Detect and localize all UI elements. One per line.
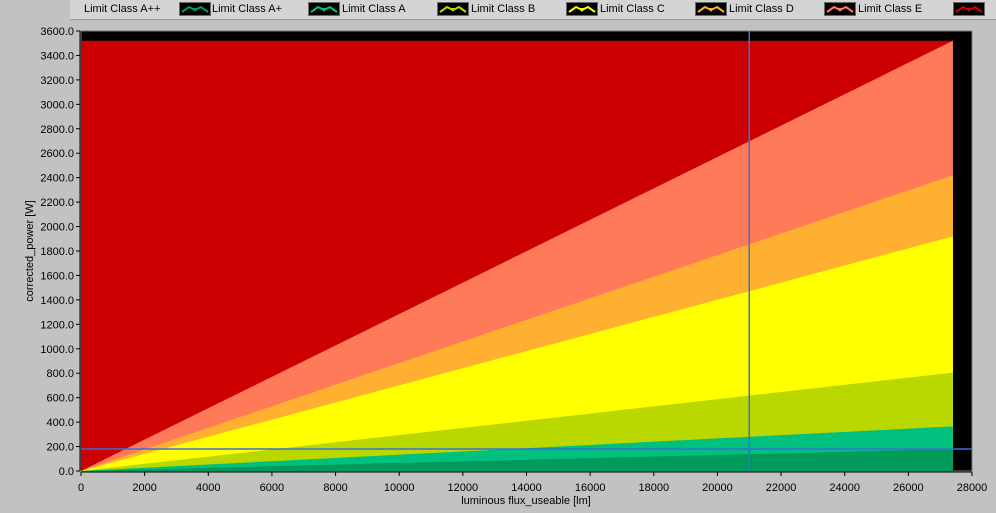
- legend-swatch[interactable]: [566, 2, 598, 16]
- x-axis-label: luminous flux_useable [lm]: [461, 495, 591, 507]
- y-tick-label: 2400.0: [40, 173, 74, 185]
- legend-label: Limit Class A: [342, 3, 406, 15]
- legend-swatch[interactable]: [953, 2, 985, 16]
- legend-swatch[interactable]: [824, 2, 856, 16]
- y-tick-label: 0.0: [59, 466, 74, 478]
- legend: Limit Class A++ Limit Class A+ Limit Class…: [70, 0, 996, 20]
- legend-swatch[interactable]: [437, 2, 469, 16]
- cursor: [81, 31, 972, 471]
- y-tick-label: 3600.0: [40, 26, 74, 38]
- y-tick-label: 2000.0: [40, 222, 74, 234]
- y-tick-label: 3400.0: [40, 50, 74, 62]
- x-tick-label: 26000: [893, 482, 924, 494]
- legend-swatch[interactable]: [695, 2, 727, 16]
- x-tick-label: 28000: [957, 482, 988, 494]
- y-tick-label: 800.0: [46, 368, 74, 380]
- x-tick-label: 20000: [702, 482, 733, 494]
- legend-swatch[interactable]: [179, 2, 211, 16]
- x-tick-label: 24000: [829, 482, 860, 494]
- y-tick-label: 400.0: [46, 417, 74, 429]
- legend-label: Limit Class B: [471, 3, 536, 15]
- y-tick-label: 1800.0: [40, 246, 74, 258]
- y-axis-label: corrected_power [W]: [24, 200, 36, 301]
- y-tick-label: 2800.0: [40, 124, 74, 136]
- y-tick-label: 600.0: [46, 393, 74, 405]
- legend-label: Limit Class A+: [212, 3, 282, 15]
- series-areas: [81, 40, 953, 472]
- legend-label: Limit Class C: [600, 3, 665, 15]
- x-tick-label: 12000: [448, 482, 479, 494]
- x-tick-label: 18000: [638, 482, 669, 494]
- legend-label: Limit Class E: [858, 3, 923, 15]
- legend-swatch[interactable]: [308, 2, 340, 16]
- y-tick-label: 1400.0: [40, 295, 74, 307]
- x-tick-label: 8000: [323, 482, 347, 494]
- legend-label: Limit Class D: [729, 3, 794, 15]
- area-limit-class-a-: [81, 449, 953, 471]
- x-tick-label: 22000: [766, 482, 797, 494]
- y-tick-label: 2200.0: [40, 197, 74, 209]
- y-tick-label: 3200.0: [40, 75, 74, 87]
- x-tick-label: 0: [78, 482, 84, 494]
- y-tick-label: 200.0: [46, 442, 74, 454]
- y-tick-label: 2600.0: [40, 148, 74, 160]
- x-tick-label: 4000: [196, 482, 220, 494]
- x-tick-label: 6000: [260, 482, 284, 494]
- x-tick-label: 14000: [511, 482, 542, 494]
- y-tick-label: 1600.0: [40, 270, 74, 282]
- y-ticks: 0.0 200.0 400.0 600.0 800.0 1000.0 1200.0 1400.…: [40, 26, 80, 478]
- y-tick-label: 1000.0: [40, 344, 74, 356]
- legend-label: Limit Class A++: [84, 3, 161, 15]
- y-tick-label: 1200.0: [40, 319, 74, 331]
- y-tick-label: 3000.0: [40, 99, 74, 111]
- x-tick-label: 2000: [132, 482, 156, 494]
- x-tick-label: 10000: [384, 482, 415, 494]
- x-ticks: 0 2000 4000 6000 8000 10000 12000 14000 16000 180…: [78, 472, 987, 494]
- x-tick-label: 16000: [575, 482, 606, 494]
